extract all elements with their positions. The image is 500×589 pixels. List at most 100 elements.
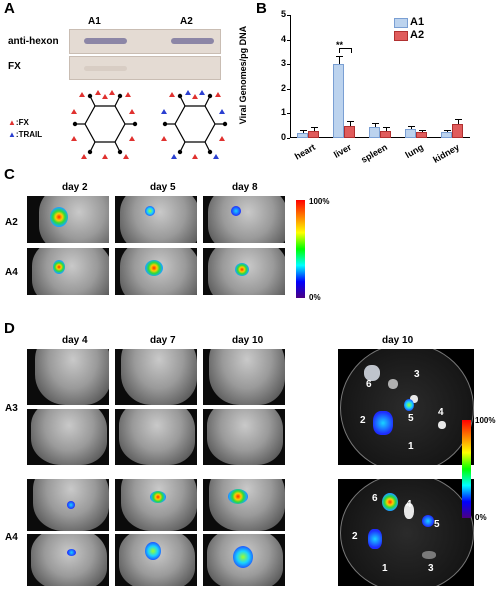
error-bar-a1-liver <box>338 56 340 65</box>
bioluminescent-signal <box>233 546 253 568</box>
d-image-a3-day4-bottom <box>27 409 109 465</box>
error-bar-a2-lung <box>421 130 423 132</box>
d-day-4: day 4 <box>62 335 88 346</box>
row-label-fx: FX <box>8 61 21 72</box>
dish2-label-1: 1 <box>382 563 388 574</box>
d-row-a4: A4 <box>5 532 18 543</box>
d-image-a4-day4-top <box>27 479 109 531</box>
c-colorbar-min: 0% <box>309 293 321 302</box>
organ-4 <box>438 421 446 429</box>
d-colorbar-max: 100% <box>475 416 496 425</box>
y-tick-mark <box>287 39 290 41</box>
d-image-a4-day4-bottom <box>27 534 109 586</box>
y-tick-label: 1 <box>280 107 286 118</box>
c-image-a2-day5 <box>115 196 197 243</box>
capsid-diagrams <box>71 90 228 159</box>
error-bar-a1-kidney <box>446 130 448 132</box>
bioluminescent-signal <box>145 542 161 560</box>
dish1-label-3: 3 <box>414 369 420 380</box>
row-label-anti-hexon: anti-hexon <box>8 36 59 47</box>
significance-bracket <box>338 48 352 54</box>
organ-2-signal <box>368 529 382 549</box>
c-day-8: day 8 <box>232 182 258 193</box>
error-cap-a2-liver <box>346 121 354 123</box>
error-cap-a1-kidney <box>443 129 451 131</box>
blot-fx <box>69 56 221 80</box>
d-image-a4-day7-bottom <box>115 534 197 586</box>
panel-label-d: D <box>4 320 15 337</box>
capsid-a1 <box>71 90 138 159</box>
error-cap-a2-lung <box>418 129 426 131</box>
dish1-label-1: 1 <box>408 441 414 452</box>
dish2-label-3: 3 <box>428 563 434 574</box>
d-image-a4-day10-bottom <box>203 534 285 586</box>
band-a1-hexon <box>84 38 127 44</box>
legend-label-a1: A1 <box>410 16 425 28</box>
panel-label-c: C <box>4 166 15 183</box>
organ-4 <box>404 503 414 519</box>
error-cap-a2-spleen <box>382 127 390 129</box>
bar-a1-lung <box>405 129 416 138</box>
bioluminescent-signal <box>145 206 155 216</box>
bioluminescent-signal <box>67 501 75 509</box>
organ-6 <box>364 365 380 381</box>
dish-image-a4: 6 4 5 2 1 3 <box>338 479 474 586</box>
error-bar-a1-heart <box>302 130 304 134</box>
legend-trail-label: :TRAIL <box>15 130 43 139</box>
y-tick-mark <box>287 64 290 66</box>
error-bar-a2-spleen <box>385 128 387 131</box>
panel-label-b: B <box>256 0 267 17</box>
c-image-a4-day2 <box>27 248 109 295</box>
bar-a1-spleen <box>369 126 380 138</box>
c-day-2: day 2 <box>62 182 88 193</box>
legend-fx-label: :FX <box>15 118 29 127</box>
d-day-10: day 10 <box>232 335 264 346</box>
error-cap-a2-kidney <box>454 118 462 120</box>
bioluminescent-signal <box>53 260 65 274</box>
y-tick-mark <box>287 138 290 139</box>
bar-a2-lung <box>416 131 427 138</box>
dish1-label-4: 4 <box>438 407 444 418</box>
c-row-a4: A4 <box>5 267 18 278</box>
x-tick-label-kidney: kidney <box>431 142 461 165</box>
dish-day-title: day 10 <box>382 335 414 346</box>
column-label-a1: A1 <box>88 16 101 27</box>
dish2-label-2: 2 <box>352 531 358 542</box>
x-tick-label-heart: heart <box>292 142 317 162</box>
bar-a2-liver <box>344 125 355 138</box>
error-cap-a2-heart <box>310 127 318 129</box>
error-cap-a1-liver <box>335 55 343 57</box>
dish2-label-6: 6 <box>372 493 378 504</box>
error-cap-a1-lung <box>407 126 415 128</box>
bioluminescent-signal <box>50 207 68 227</box>
blot-anti-hexon <box>69 29 221 54</box>
d-row-a3: A3 <box>5 403 18 414</box>
triangle-red-icon: ▲ <box>8 118 16 127</box>
d-image-a3-day4-top <box>27 349 109 405</box>
y-tick-mark <box>287 88 290 90</box>
c-colorbar-max: 100% <box>309 197 330 206</box>
y-tick-mark <box>287 15 290 16</box>
legend-fx: ▲:FX <box>8 118 29 127</box>
bioluminescent-signal <box>231 206 241 216</box>
y-tick-label: 2 <box>280 82 286 93</box>
legend-a2: A2 <box>394 29 424 41</box>
d-colorbar-min: 0% <box>475 513 487 522</box>
d-image-a3-day10-top <box>203 349 285 405</box>
bioluminescent-signal <box>228 489 248 504</box>
bar-a2-spleen <box>380 130 391 138</box>
bioluminescent-signal <box>67 549 76 556</box>
bioluminescent-signal <box>235 263 249 276</box>
column-label-a2: A2 <box>180 16 193 27</box>
organ-6-signal <box>382 493 398 511</box>
x-tick-label-spleen: spleen <box>359 142 389 165</box>
error-bar-a2-kidney <box>457 119 459 125</box>
error-bar-a1-lung <box>410 127 412 130</box>
legend-swatch-a1 <box>394 18 408 28</box>
d-image-a4-day7-top <box>115 479 197 531</box>
error-bar-a2-liver <box>349 122 351 126</box>
y-tick-label: 3 <box>280 58 286 69</box>
bar-a1-heart <box>297 133 308 138</box>
dish1-label-5: 5 <box>408 413 414 424</box>
dish-image-a3: 6 3 2 5 4 1 <box>338 349 474 465</box>
